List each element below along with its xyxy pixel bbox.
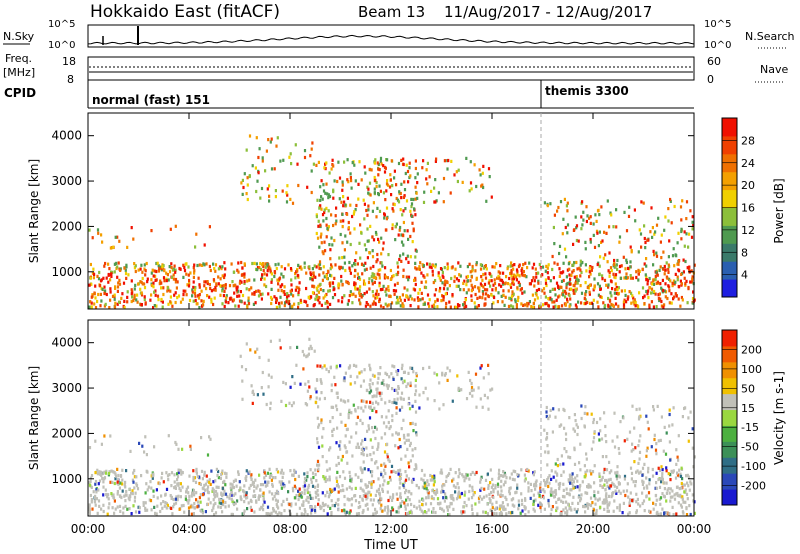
nave-label: Nave [760, 63, 788, 76]
colorbar-swatch [722, 345, 737, 363]
colorbar-swatch [722, 361, 737, 379]
colorbar-swatch [722, 207, 737, 226]
cpid-label: CPID [4, 86, 36, 100]
time-x-ticks: 00:00 04:00 08:00 12:00 16:00 20:00 00:00 [71, 113, 712, 536]
colorbar-tick-label: -200 [741, 480, 766, 493]
colorbar-tick-label: 24 [741, 157, 755, 170]
power-heatmap [88, 134, 696, 310]
freq-tick-top: 18 [62, 55, 76, 68]
x-tick-label: 04:00 [172, 522, 207, 536]
nsky-label: N.Sky [3, 30, 35, 43]
colorbar-tick-label: 20 [741, 179, 755, 192]
colorbar-tick-label: -100 [741, 460, 766, 473]
nave-tick-top: 60 [707, 55, 721, 68]
x-tick-label: 00:00 [71, 522, 106, 536]
radar-title: Hokkaido East (fitACF) [90, 2, 280, 22]
nsearch-label: N.Search [745, 30, 795, 43]
noise-tick-left-top: 10^5 [48, 19, 75, 30]
noise-trace [87, 26, 695, 45]
nave-tick-bottom: 0 [707, 73, 714, 86]
colorbar-swatch [722, 171, 737, 191]
y-tick-label: 2000 [51, 219, 82, 233]
beam-label: Beam 13 [358, 3, 425, 21]
power-ylabel: Slant Range [km] [27, 159, 41, 263]
freq-label: Freq. [5, 52, 32, 65]
x-tick-label: 08:00 [273, 522, 308, 536]
x-tick-label: 16:00 [475, 522, 510, 536]
colorbar-swatch [722, 473, 737, 490]
colorbar-tick-label: 12 [741, 224, 755, 237]
colorbar-tick-label: 200 [741, 343, 762, 356]
colorbar-swatch [722, 135, 737, 155]
noise-tick-right-top: 10^5 [704, 19, 731, 30]
noise-tick-left-bottom: 10^0 [48, 40, 75, 51]
colorbar-tick-label: 16 [741, 202, 755, 215]
freq-unit-label: [MHz] [3, 66, 35, 79]
y-tick-label: 3000 [51, 381, 82, 395]
colorbar-tick-label: 8 [741, 246, 748, 259]
velocity-colorbar-label: Velocity [m s-1] [772, 371, 786, 465]
velocity-y-ticks: 1000 2000 3000 4000 [51, 336, 694, 486]
colorbar-tick-label: 50 [741, 382, 755, 395]
colorbar-tick-label: 100 [741, 363, 762, 376]
velocity-ylabel: Slant Range [km] [27, 366, 41, 470]
y-tick-label: 3000 [51, 174, 82, 188]
colorbar-swatch [722, 441, 737, 458]
freq-panel [87, 56, 695, 81]
cpid-segment-normal: normal (fast) 151 [92, 93, 210, 107]
power-colorbar: 28 24 20 16 12 8 4 [721, 117, 755, 298]
time-xlabel: Time UT [363, 538, 417, 553]
colorbar-swatch [722, 118, 737, 137]
colorbar-swatch [722, 279, 737, 298]
colorbar-swatch [722, 330, 737, 347]
colorbar-swatch [722, 377, 737, 395]
colorbar-tick-label: 15 [741, 402, 755, 415]
colorbar-swatch [722, 225, 737, 244]
y-tick-label: 1000 [51, 472, 82, 486]
noise-tick-right-bottom: 10^0 [704, 40, 731, 51]
colorbar-tick-label: -50 [741, 441, 759, 454]
freq-tick-bottom: 8 [67, 73, 74, 86]
x-tick-label: 20:00 [576, 522, 611, 536]
colorbar-frame [721, 329, 738, 506]
power-colorbar-label: Power [dB] [772, 178, 786, 243]
colorbar-swatch [722, 489, 737, 506]
y-tick-label: 4000 [51, 336, 82, 350]
y-tick-label: 4000 [51, 129, 82, 143]
colorbar-swatch [722, 409, 737, 426]
cpid-segment-themis: themis 3300 [545, 84, 629, 98]
x-tick-label: 00:00 [677, 522, 712, 536]
y-tick-label: 1000 [51, 265, 82, 279]
y-tick-label: 2000 [51, 426, 82, 440]
colorbar-tick-label: 4 [741, 269, 748, 282]
x-tick-label: 12:00 [374, 522, 409, 536]
velocity-heatmap [88, 337, 696, 517]
colorbar-swatch [722, 425, 737, 442]
colorbar-swatch [722, 261, 737, 280]
noise-panel [87, 24, 695, 48]
date-range: 11/Aug/2017 - 12/Aug/2017 [444, 3, 652, 21]
power-y-ticks: 1000 2000 3000 4000 [51, 129, 694, 279]
velocity-colorbar: 200 100 50 15 -15 -50 -100 -200 [721, 329, 766, 506]
colorbar-swatch [722, 393, 737, 411]
colorbar-swatch [722, 189, 737, 208]
colorbar-swatch [722, 457, 737, 474]
colorbar-tick-label: -15 [741, 421, 759, 434]
colorbar-tick-label: 28 [741, 134, 755, 147]
